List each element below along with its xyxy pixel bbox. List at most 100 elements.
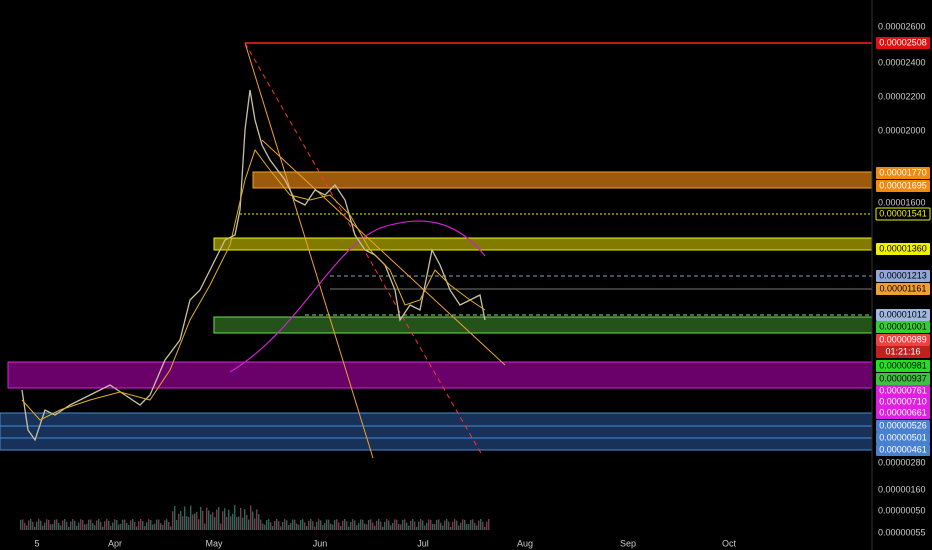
volume-bar xyxy=(334,520,336,530)
volume-bar xyxy=(76,525,78,530)
volume-bar xyxy=(348,526,350,530)
volume-bar xyxy=(402,519,404,530)
volume-bar xyxy=(356,525,358,530)
volume-bar xyxy=(448,521,450,530)
volume-bar xyxy=(158,519,160,530)
volume-bar xyxy=(212,512,214,530)
price-tag-label: 0.00000501 xyxy=(879,432,927,442)
volume-bar xyxy=(186,516,188,530)
volume-bar xyxy=(44,522,46,530)
volume-bar xyxy=(424,525,426,530)
volume-bar xyxy=(130,520,132,530)
volume-bar xyxy=(236,516,238,530)
time-label: May xyxy=(205,538,223,548)
volume-bar xyxy=(414,521,416,530)
volume-bar xyxy=(422,520,424,530)
price-tag xyxy=(876,407,930,419)
price-tag xyxy=(876,37,930,49)
volume xyxy=(20,505,490,530)
volume-bar xyxy=(128,525,130,530)
volume-bar xyxy=(452,521,454,530)
volume-bar xyxy=(232,513,234,530)
volume-bar xyxy=(162,525,164,530)
yellow-zone xyxy=(213,237,873,251)
volume-bar xyxy=(468,524,470,530)
volume-bar xyxy=(456,520,458,530)
price-tag xyxy=(875,207,931,221)
volume-bar xyxy=(148,519,150,530)
volume-bar xyxy=(114,519,116,530)
volume-bar xyxy=(84,524,86,530)
volume-bar xyxy=(260,519,262,530)
price-tag xyxy=(876,180,930,192)
volume-bar xyxy=(110,525,112,530)
price-tag-label: 0.00000761 xyxy=(879,385,927,395)
price-tag xyxy=(876,334,930,346)
price-tag-label: 0.00000989 xyxy=(879,334,927,344)
price-tag xyxy=(876,243,930,255)
price-axis-label: 0.00002400 xyxy=(878,57,926,67)
orange-zone xyxy=(252,171,873,189)
volume-bar xyxy=(64,519,66,530)
volume-bar xyxy=(406,522,408,530)
volume-bar xyxy=(120,523,122,530)
volume-bar xyxy=(176,519,178,530)
volume-bar xyxy=(280,526,282,530)
time-label: Apr xyxy=(108,538,122,548)
volume-bar xyxy=(288,524,290,530)
volume-bar xyxy=(252,511,254,530)
volume-bar xyxy=(206,507,208,530)
price-axis-label: 0.00000055 xyxy=(878,527,926,537)
volume-bar xyxy=(144,525,146,530)
volume-bar xyxy=(154,523,156,530)
volume-bar xyxy=(302,519,304,530)
volume-bar xyxy=(156,519,158,530)
volume-bar xyxy=(338,522,340,530)
volume-bar xyxy=(446,519,448,530)
volume-bar xyxy=(180,511,182,530)
volume-bar xyxy=(184,506,186,530)
volume-bar xyxy=(364,523,366,530)
volume-bar xyxy=(268,519,270,530)
volume-bar xyxy=(234,505,236,530)
volume-bar xyxy=(230,516,232,530)
volume-bar xyxy=(72,519,74,530)
volume-bar xyxy=(398,523,400,530)
volume-bar xyxy=(124,519,126,530)
price-tag xyxy=(876,346,930,358)
volume-bar xyxy=(210,514,212,530)
volume-bar xyxy=(312,521,314,530)
trend-line xyxy=(244,42,374,459)
volume-bar xyxy=(298,524,300,530)
volume-bar xyxy=(332,524,334,530)
volume-bar xyxy=(442,525,444,530)
volume-bar xyxy=(394,519,396,530)
volume-bar xyxy=(370,519,372,530)
volume-bar xyxy=(320,520,322,530)
volume-bar xyxy=(24,522,26,530)
price-tag-label: 0.00000937 xyxy=(879,373,927,383)
volume-bar xyxy=(358,523,360,530)
volume-bar xyxy=(246,514,248,530)
volume-bar xyxy=(242,517,244,530)
volume-bar xyxy=(488,519,490,530)
price-tag-label: 0.00000661 xyxy=(879,407,927,417)
green-zone xyxy=(213,316,873,334)
volume-bar xyxy=(104,521,106,530)
time-label: Jun xyxy=(313,538,328,548)
volume-bar xyxy=(228,509,230,530)
volume-bar xyxy=(308,520,310,530)
volume-bar xyxy=(384,521,386,530)
trend-line xyxy=(261,139,506,366)
volume-bar xyxy=(258,514,260,530)
average-line xyxy=(21,148,486,421)
volume-bar xyxy=(240,507,242,530)
volume-bar xyxy=(256,509,258,530)
volume-bar xyxy=(196,511,198,530)
volume-bar xyxy=(466,524,468,530)
volume-bar xyxy=(182,516,184,530)
volume-bar xyxy=(412,519,414,530)
volume-bar xyxy=(88,519,90,530)
